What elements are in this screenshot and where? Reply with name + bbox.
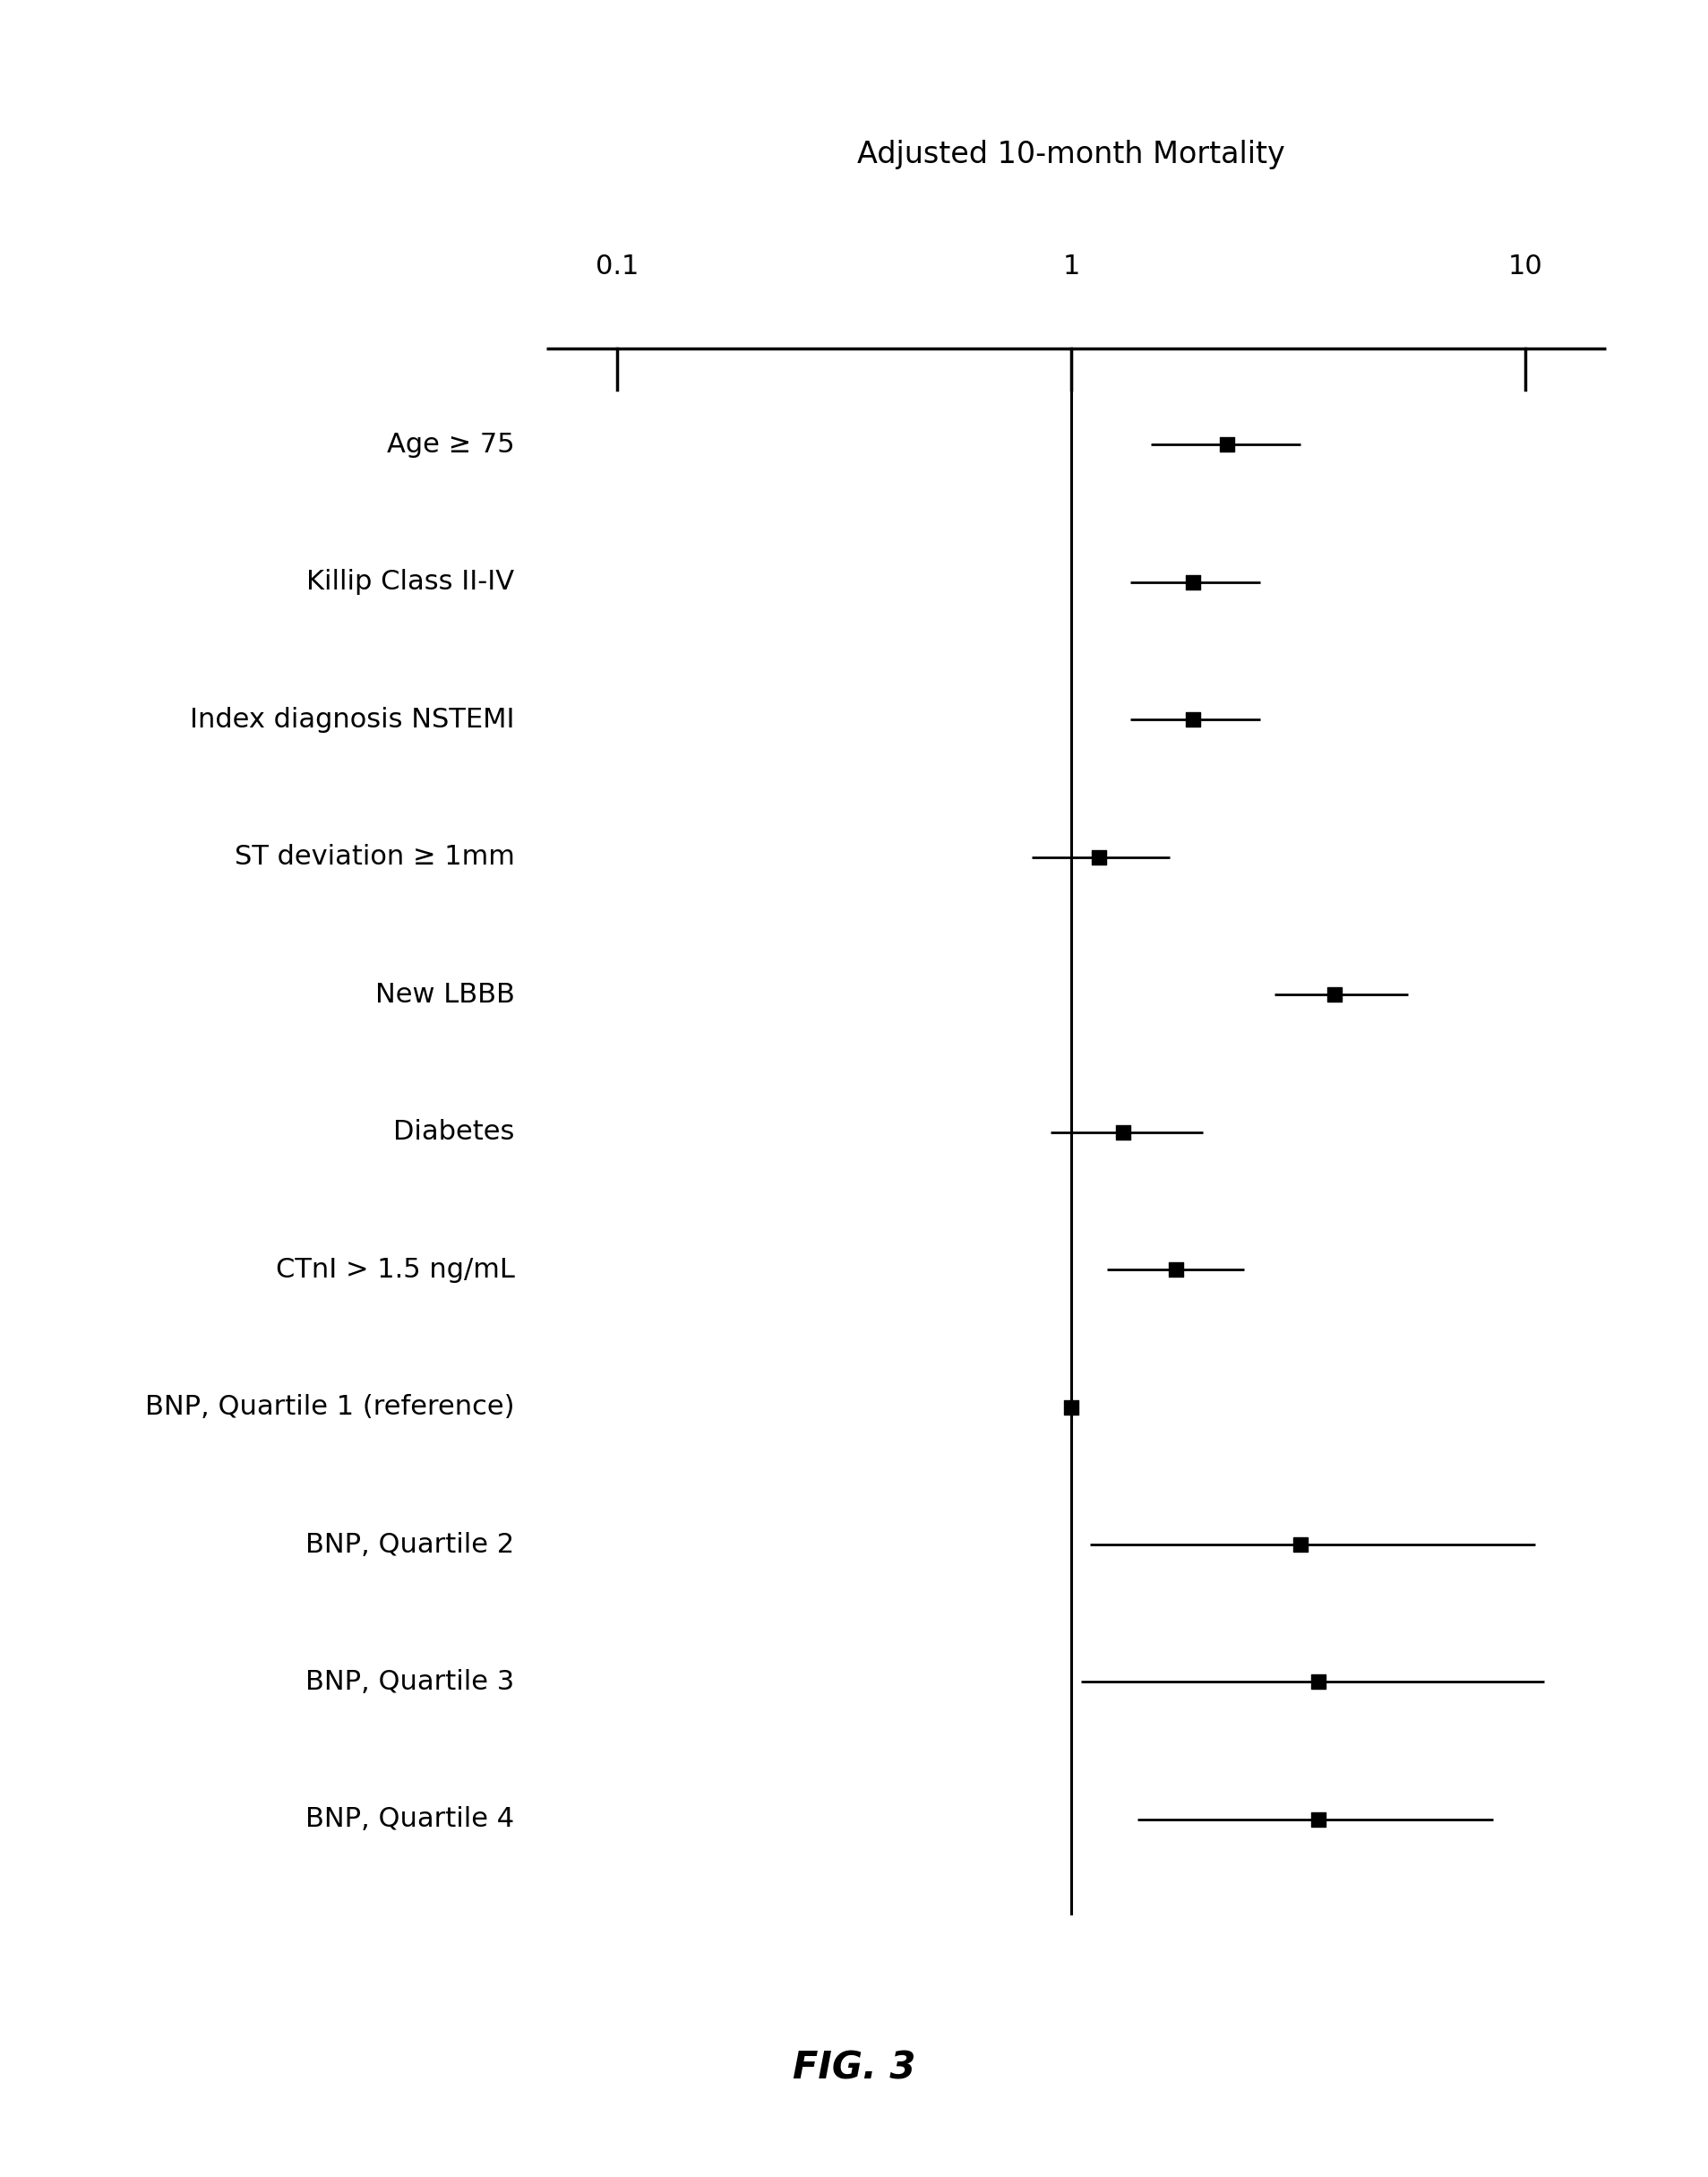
Point: [1108, 1115, 1136, 1149]
Text: BNP, Quartile 1 (reference): BNP, Quartile 1 (reference): [145, 1393, 514, 1419]
Text: ST deviation ≥ 1mm: ST deviation ≥ 1mm: [234, 845, 514, 871]
Text: Adjusted 10-month Mortality: Adjusted 10-month Mortality: [857, 139, 1284, 170]
Point: [1085, 840, 1112, 875]
Point: [1179, 564, 1206, 599]
Text: Diabetes: Diabetes: [393, 1119, 514, 1145]
Text: 0.1: 0.1: [596, 253, 639, 279]
Point: [1213, 427, 1240, 462]
Text: Index diagnosis NSTEMI: Index diagnosis NSTEMI: [190, 708, 514, 731]
Point: [1161, 1252, 1189, 1287]
Point: [1305, 1803, 1332, 1837]
Text: CTnI > 1.5 ng/mL: CTnI > 1.5 ng/mL: [275, 1256, 514, 1282]
Text: Age ≥ 75: Age ≥ 75: [386, 431, 514, 457]
Text: BNP, Quartile 4: BNP, Quartile 4: [306, 1807, 514, 1833]
Text: New LBBB: New LBBB: [374, 982, 514, 1008]
Point: [1305, 1665, 1332, 1700]
Text: 10: 10: [1508, 253, 1542, 279]
Text: BNP, Quartile 3: BNP, Quartile 3: [306, 1670, 514, 1696]
Text: Killip Class II-IV: Killip Class II-IV: [307, 568, 514, 594]
Point: [1179, 703, 1206, 738]
Point: [1057, 1389, 1085, 1424]
Point: [1320, 977, 1348, 1012]
Text: FIG. 3: FIG. 3: [793, 2049, 915, 2088]
Point: [1288, 1526, 1315, 1561]
Text: 1: 1: [1062, 253, 1079, 279]
Text: BNP, Quartile 2: BNP, Quartile 2: [306, 1533, 514, 1557]
